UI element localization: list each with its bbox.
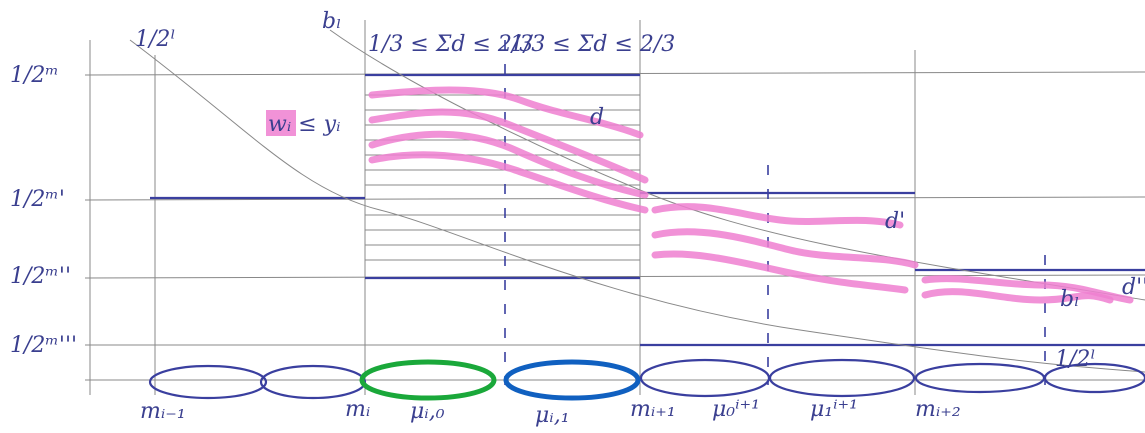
constraint: 1/3 ≤ Σd ≤ 2/3	[510, 32, 675, 57]
node-label: μ₀ⁱ⁺¹	[712, 397, 760, 422]
stream-label: d'	[885, 209, 905, 234]
curve-label: bₗ	[322, 9, 341, 34]
level-label: 1/2ᵐ	[10, 63, 59, 88]
node-label: mᵢ₊₂	[915, 397, 961, 422]
sketch: 1/2ᵐ 1/2ᵐ' 1/2ᵐ'' 1/2ᵐ''' 1/2ˡ bₗ bₗ 1/2…	[0, 0, 1145, 433]
stream-label: d	[590, 105, 604, 130]
node-label: μ₁ⁱ⁺¹	[810, 397, 858, 422]
curve-label: bₗ	[1060, 287, 1079, 312]
node-label: mᵢ₋₁	[140, 399, 186, 424]
node-label: mᵢ₊₁	[630, 397, 676, 422]
grid	[85, 20, 1145, 395]
stream-label: d''	[1122, 275, 1145, 300]
labels: 1/2ᵐ 1/2ᵐ' 1/2ᵐ'' 1/2ᵐ''' 1/2ˡ bₗ bₗ 1/2…	[10, 9, 1145, 428]
curve-label: 1/2ˡ	[135, 27, 176, 52]
node-label: μᵢ,₁	[535, 403, 570, 428]
level-label: 1/2ᵐ''	[10, 264, 71, 289]
node-label: mᵢ	[345, 397, 370, 422]
node-label: μᵢ,₀	[410, 399, 445, 424]
level-label: 1/2ᵐ'	[10, 187, 65, 212]
ellipses	[150, 360, 1145, 398]
pink-streams	[266, 90, 1130, 300]
levels-lines	[150, 40, 1145, 385]
inequality: wᵢ ≤ yᵢ	[268, 112, 341, 137]
level-label: 1/2ᵐ'''	[10, 333, 77, 358]
constraint: 1/3 ≤ Σd ≤ 2/3	[368, 32, 533, 57]
curve-label: 1/2ˡ	[1055, 347, 1096, 372]
